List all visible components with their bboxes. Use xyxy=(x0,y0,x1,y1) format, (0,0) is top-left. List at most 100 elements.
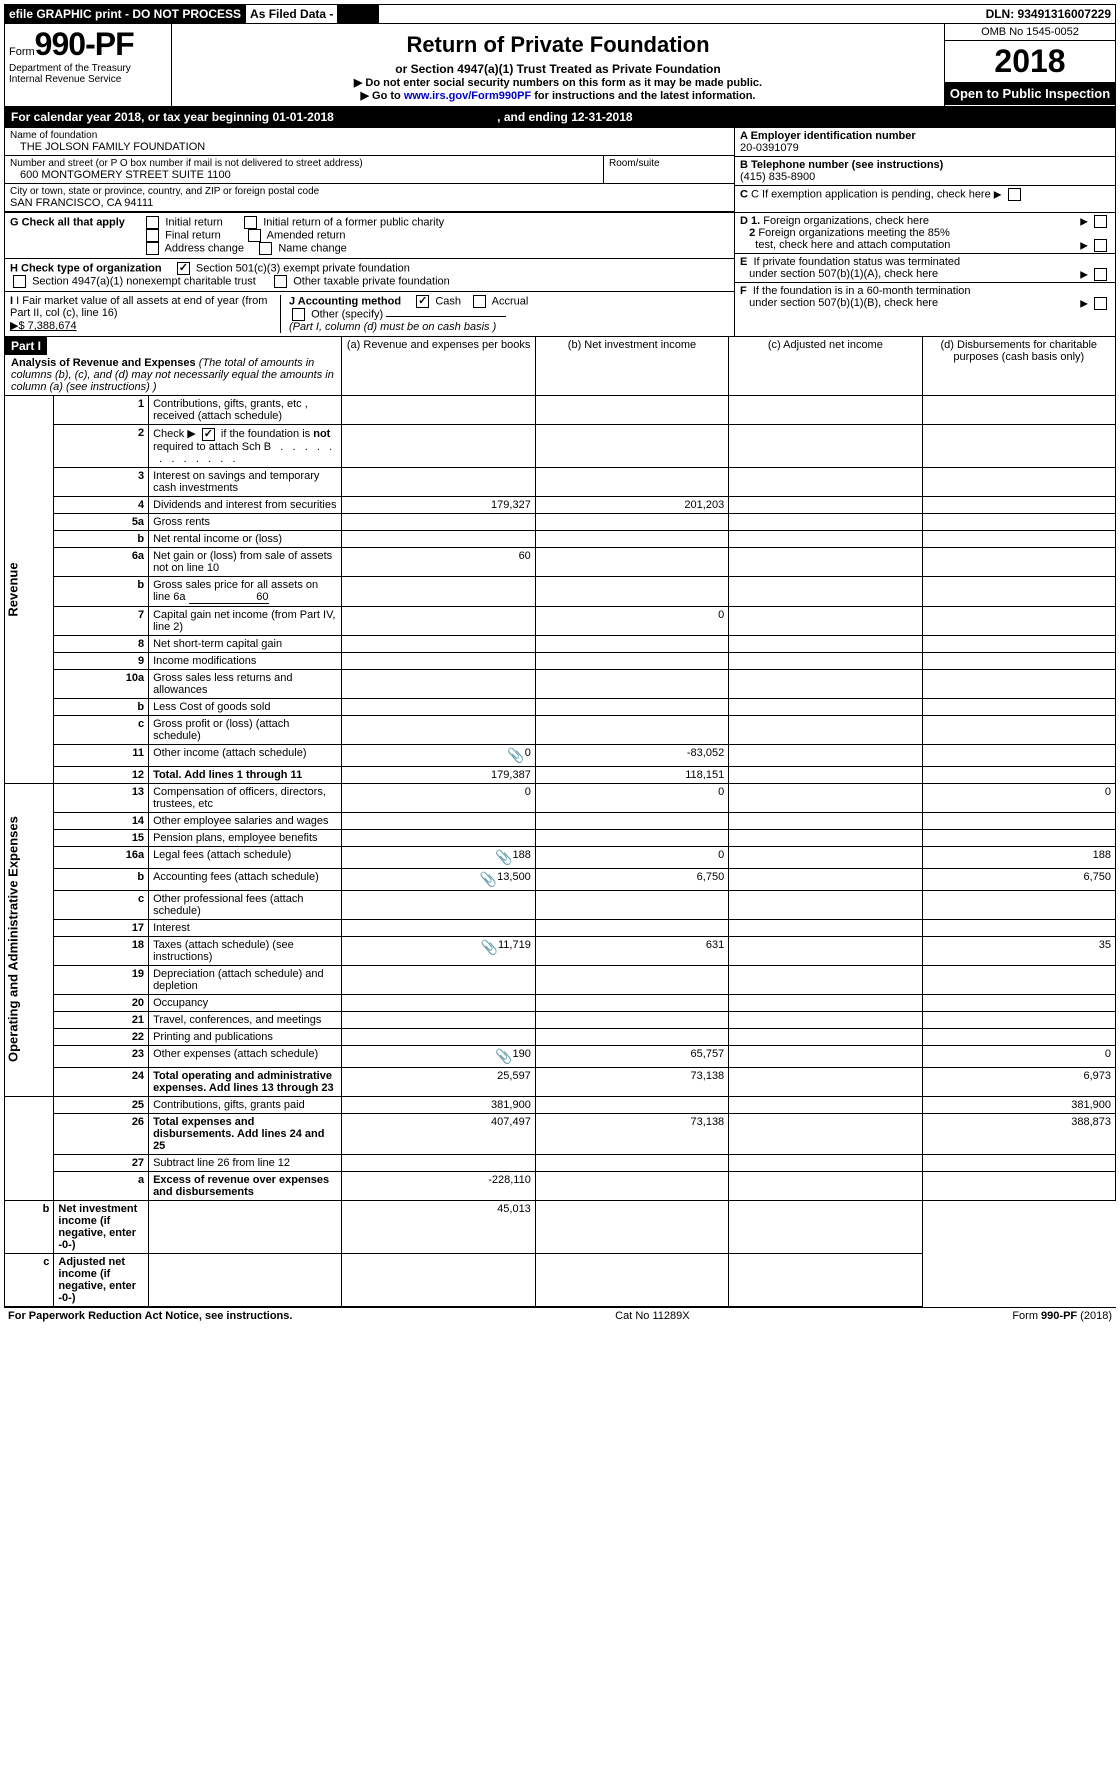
amount-cell xyxy=(729,1200,922,1253)
amount-cell xyxy=(535,1171,728,1200)
fmv-value: ▶$ 7,388,674 xyxy=(10,320,77,332)
amount-cell: 25,597 xyxy=(342,1067,535,1096)
row-description: Accounting fees (attach schedule) xyxy=(149,868,342,890)
row-number: 4 xyxy=(54,496,149,513)
amount-cell xyxy=(729,783,922,812)
amount-cell xyxy=(729,1045,922,1067)
amount-cell xyxy=(342,890,535,919)
final-return-checkbox[interactable] xyxy=(146,229,159,242)
row-description: Legal fees (attach schedule) xyxy=(149,846,342,868)
amount-cell xyxy=(342,530,535,547)
row-description: Pension plans, employee benefits xyxy=(149,829,342,846)
foundation-name: THE JOLSON FAMILY FOUNDATION xyxy=(10,141,729,153)
amended-return-checkbox[interactable] xyxy=(248,229,261,242)
amount-cell xyxy=(729,715,922,744)
exemption-checkbox[interactable] xyxy=(1008,188,1021,201)
amount-cell xyxy=(922,606,1115,635)
table-row: 25Contributions, gifts, grants paid381,9… xyxy=(5,1096,1116,1113)
amount-cell xyxy=(535,425,728,468)
part1-table: Part I Analysis of Revenue and Expenses … xyxy=(4,336,1116,1307)
page-footer: For Paperwork Reduction Act Notice, see … xyxy=(4,1307,1116,1324)
row-number: c xyxy=(5,1253,54,1306)
amount-cell xyxy=(922,715,1115,744)
row-description: Gross profit or (loss) (attach schedule) xyxy=(149,715,342,744)
amount-cell xyxy=(535,547,728,576)
table-row: 17Interest xyxy=(5,919,1116,936)
footer-right: Form 990-PF (2018) xyxy=(1012,1310,1112,1322)
e-checkbox[interactable] xyxy=(1094,268,1107,281)
d2-checkbox[interactable] xyxy=(1094,239,1107,252)
amount-cell xyxy=(922,396,1115,425)
table-row: Operating and Administrative Expenses13C… xyxy=(5,783,1116,812)
amount-cell xyxy=(535,919,728,936)
amount-cell xyxy=(342,919,535,936)
row-number: 5a xyxy=(54,513,149,530)
amount-cell: 0 xyxy=(342,783,535,812)
amount-cell: 📎 11,719 xyxy=(342,936,535,965)
row-description: Contributions, gifts, grants paid xyxy=(149,1096,342,1113)
row-number: 8 xyxy=(54,635,149,652)
address-change-checkbox[interactable] xyxy=(146,242,159,255)
table-row: 19Depreciation (attach schedule) and dep… xyxy=(5,965,1116,994)
amount-cell xyxy=(535,1011,728,1028)
amount-cell xyxy=(535,652,728,669)
row-number: 18 xyxy=(54,936,149,965)
row-number: 16a xyxy=(54,846,149,868)
amount-cell xyxy=(922,530,1115,547)
row-number: a xyxy=(54,1171,149,1200)
table-row: 5aGross rents xyxy=(5,513,1116,530)
top-bar: efile GRAPHIC print - DO NOT PROCESS As … xyxy=(4,4,1116,24)
row-number: b xyxy=(54,530,149,547)
4947a1-checkbox[interactable] xyxy=(13,275,26,288)
amount-cell xyxy=(535,530,728,547)
table-row: Revenue1Contributions, gifts, grants, et… xyxy=(5,396,1116,425)
row-description: Printing and publications xyxy=(149,1028,342,1045)
phone-label: B Telephone number (see instructions) xyxy=(740,159,943,171)
omb-number: OMB No 1545-0052 xyxy=(945,24,1115,41)
form-title: Return of Private Foundation xyxy=(176,32,940,58)
amount-cell xyxy=(535,1200,728,1253)
amount-cell xyxy=(729,1067,922,1096)
f-checkbox[interactable] xyxy=(1094,297,1107,310)
row-description: Interest on savings and temporary cash i… xyxy=(149,467,342,496)
foundation-name-label: Name of foundation xyxy=(10,130,729,141)
amount-cell: 118,151 xyxy=(535,766,728,783)
accrual-checkbox[interactable] xyxy=(473,295,486,308)
table-row: 20Occupancy xyxy=(5,994,1116,1011)
col-b-header: (b) Net investment income xyxy=(535,337,728,396)
name-change-checkbox[interactable] xyxy=(259,242,272,255)
amount-cell xyxy=(149,1253,342,1306)
row-description: Total. Add lines 1 through 11 xyxy=(149,766,342,783)
501c3-checkbox[interactable] xyxy=(177,262,190,275)
row-number: 12 xyxy=(54,766,149,783)
amount-cell xyxy=(342,669,535,698)
row-number: 27 xyxy=(54,1154,149,1171)
initial-return-checkbox[interactable] xyxy=(146,216,159,229)
amount-cell xyxy=(342,652,535,669)
row-description: Less Cost of goods sold xyxy=(149,698,342,715)
other-method-checkbox[interactable] xyxy=(292,308,305,321)
form-subtitle: or Section 4947(a)(1) Trust Treated as P… xyxy=(176,62,940,76)
row-description: Income modifications xyxy=(149,652,342,669)
efile-notice: efile GRAPHIC print - DO NOT PROCESS xyxy=(5,5,246,23)
d1-checkbox[interactable] xyxy=(1094,215,1107,228)
amount-cell: 📎 0 xyxy=(342,744,535,766)
col-d-header: (d) Disbursements for charitable purpose… xyxy=(922,337,1115,396)
amount-cell: 📎 188 xyxy=(342,846,535,868)
amount-cell: 73,138 xyxy=(535,1067,728,1096)
irs-link[interactable]: www.irs.gov/Form990PF xyxy=(404,90,531,102)
row-number: 23 xyxy=(54,1045,149,1067)
amount-cell xyxy=(535,576,728,606)
cash-checkbox[interactable] xyxy=(416,295,429,308)
amount-cell xyxy=(342,1154,535,1171)
other-taxable-checkbox[interactable] xyxy=(274,275,287,288)
initial-former-checkbox[interactable] xyxy=(244,216,257,229)
row-description: Contributions, gifts, grants, etc , rece… xyxy=(149,396,342,425)
row-description: Interest xyxy=(149,919,342,936)
amount-cell: 0 xyxy=(535,606,728,635)
amount-cell: 📎 13,500 xyxy=(342,868,535,890)
amount-cell xyxy=(729,606,922,635)
table-row: 7Capital gain net income (from Part IV, … xyxy=(5,606,1116,635)
row-description: Travel, conferences, and meetings xyxy=(149,1011,342,1028)
amount-cell xyxy=(729,576,922,606)
